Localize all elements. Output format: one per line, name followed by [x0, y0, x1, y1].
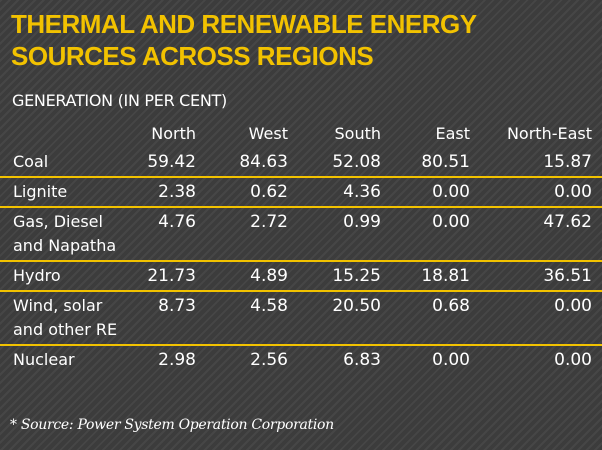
table-cell: 0.62 — [250, 182, 288, 202]
table-cell: 0.00 — [432, 182, 470, 202]
table-cell: 0.00 — [554, 182, 592, 202]
title-line-1: THERMAL AND RENEWABLE ENERGY — [11, 9, 477, 39]
table-row: Wind, solar and other RE 8.73 4.58 20.50 0.68… — [0, 292, 602, 346]
row-label-line: Wind, solar — [13, 296, 103, 315]
table-cell: 15.87 — [543, 152, 592, 172]
row-divider — [0, 206, 602, 208]
table-cell: 2.56 — [250, 350, 288, 370]
column-header: West — [248, 124, 288, 143]
table-cell: 2.72 — [250, 212, 288, 232]
column-header: East — [435, 124, 470, 143]
table-cell: 0.00 — [432, 212, 470, 232]
table-cell: 0.00 — [554, 296, 592, 316]
column-header: South — [334, 124, 382, 143]
table-row: Lignite 2.38 0.62 4.36 0.00 0.00 — [0, 178, 602, 208]
row-divider — [0, 344, 602, 346]
table-cell: 59.42 — [147, 152, 196, 172]
table-cell: 4.36 — [343, 182, 381, 202]
table-cell: 0.68 — [432, 296, 470, 316]
table-cell: 80.51 — [421, 152, 470, 172]
row-divider — [0, 176, 602, 178]
row-label-line: Hydro — [13, 266, 61, 285]
table-cell: 18.81 — [421, 266, 470, 286]
source-note: * Source: Power System Operation Corpora… — [10, 417, 334, 433]
table-cell: 52.08 — [332, 152, 381, 172]
chart-subtitle: GENERATION (IN PER CENT) — [12, 91, 227, 110]
table-cell: 0.99 — [343, 212, 381, 232]
column-header: North-East — [506, 124, 592, 143]
title-line-2: SOURCES ACROSS REGIONS — [11, 41, 374, 71]
table-row: Coal 59.42 84.63 52.08 80.51 15.87 — [0, 148, 602, 178]
row-divider — [0, 260, 602, 262]
row-label: Gas, Diesel and Napatha — [13, 210, 116, 258]
row-label-line: and Napatha — [13, 236, 117, 255]
table-cell: 6.83 — [343, 350, 381, 370]
row-label-line: Gas, Diesel — [13, 212, 103, 231]
row-label-line: Lignite — [13, 182, 68, 201]
chart-title: THERMAL AND RENEWABLE ENERGY SOURCES ACR… — [11, 8, 591, 72]
row-label: Coal — [13, 150, 48, 174]
row-label-line: Nuclear — [13, 350, 75, 369]
row-label: Hydro — [13, 264, 61, 288]
row-label-line: Coal — [13, 152, 49, 171]
table-cell: 36.51 — [543, 266, 592, 286]
table-cell: 2.98 — [158, 350, 196, 370]
table-cell: 21.73 — [147, 266, 196, 286]
table-cell: 20.50 — [332, 296, 381, 316]
row-label-line: and other RE — [13, 320, 118, 339]
table-cell: 0.00 — [432, 350, 470, 370]
table-row: Hydro 21.73 4.89 15.25 18.81 36.51 — [0, 262, 602, 292]
column-header: North — [151, 124, 196, 143]
table-cell: 4.58 — [250, 296, 288, 316]
table-row: Nuclear 2.98 2.56 6.83 0.00 0.00 — [0, 346, 602, 376]
row-divider — [0, 290, 602, 292]
row-label: Lignite — [13, 180, 67, 204]
table-cell: 47.62 — [543, 212, 592, 232]
table-cell: 15.25 — [332, 266, 381, 286]
table-row: Gas, Diesel and Napatha 4.76 2.72 0.99 0.00 47… — [0, 208, 602, 262]
table-cell: 84.63 — [239, 152, 288, 172]
row-label: Wind, solar and other RE — [13, 294, 117, 342]
table-cell: 8.73 — [158, 296, 196, 316]
table-cell: 0.00 — [554, 350, 592, 370]
table-cell: 2.38 — [158, 182, 196, 202]
table-cell: 4.76 — [158, 212, 196, 232]
row-label: Nuclear — [13, 348, 75, 372]
table-cell: 4.89 — [250, 266, 288, 286]
